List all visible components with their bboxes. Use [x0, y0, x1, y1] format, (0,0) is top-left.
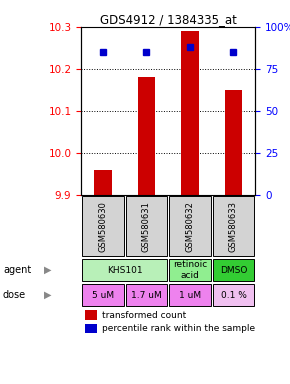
Text: ▶: ▶ — [44, 265, 51, 275]
Bar — [94, 170, 112, 195]
Text: 1 uM: 1 uM — [179, 291, 201, 300]
Text: GSM580630: GSM580630 — [98, 201, 108, 252]
Bar — [82, 284, 124, 306]
Bar — [181, 31, 199, 195]
Bar — [82, 259, 167, 281]
Text: dose: dose — [3, 290, 26, 300]
Bar — [82, 196, 124, 257]
Bar — [126, 196, 167, 257]
Bar — [213, 196, 254, 257]
Text: GSM580631: GSM580631 — [142, 201, 151, 252]
Bar — [213, 284, 254, 306]
Bar — [225, 90, 242, 195]
Text: agent: agent — [3, 265, 31, 275]
Text: GSM580632: GSM580632 — [185, 201, 195, 252]
Text: DMSO: DMSO — [220, 266, 247, 275]
Title: GDS4912 / 1384335_at: GDS4912 / 1384335_at — [100, 13, 237, 26]
Text: transformed count: transformed count — [102, 311, 186, 319]
Text: GSM580633: GSM580633 — [229, 201, 238, 252]
Bar — [169, 284, 211, 306]
Bar — [213, 259, 254, 281]
Text: KHS101: KHS101 — [107, 266, 142, 275]
Text: 5 uM: 5 uM — [92, 291, 114, 300]
Text: retinoic
acid: retinoic acid — [173, 260, 207, 280]
Bar — [126, 284, 167, 306]
Bar — [85, 310, 97, 319]
Bar — [85, 323, 97, 333]
Text: 0.1 %: 0.1 % — [220, 291, 246, 300]
Text: ▶: ▶ — [44, 290, 51, 300]
Text: percentile rank within the sample: percentile rank within the sample — [102, 324, 255, 333]
Bar — [169, 259, 211, 281]
Bar — [169, 196, 211, 257]
Bar — [138, 77, 155, 195]
Text: 1.7 uM: 1.7 uM — [131, 291, 162, 300]
